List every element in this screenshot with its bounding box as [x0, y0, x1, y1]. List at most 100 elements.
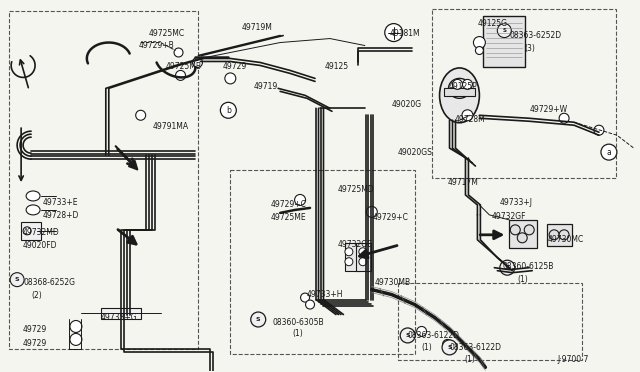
Text: 49732MD: 49732MD	[23, 228, 60, 237]
Circle shape	[517, 233, 527, 243]
Circle shape	[601, 144, 617, 160]
Circle shape	[559, 113, 569, 123]
Text: 49729+C: 49729+C	[270, 200, 306, 209]
Circle shape	[193, 58, 202, 67]
Circle shape	[385, 23, 403, 42]
Circle shape	[305, 300, 314, 309]
Text: (1): (1)	[465, 355, 476, 364]
Text: 08363-6252D: 08363-6252D	[509, 31, 561, 39]
Text: 49125G: 49125G	[477, 19, 508, 28]
Text: 49729: 49729	[23, 326, 47, 334]
Circle shape	[301, 293, 310, 302]
Text: 49732GE: 49732GE	[338, 240, 373, 249]
Circle shape	[175, 70, 186, 80]
Circle shape	[220, 102, 236, 118]
Circle shape	[559, 230, 569, 240]
Circle shape	[225, 73, 236, 84]
Bar	[444, 89, 476, 96]
Circle shape	[366, 206, 378, 217]
Text: 49728M: 49728M	[454, 115, 485, 124]
Text: 49719M: 49719M	[241, 23, 272, 32]
Text: 49791MA: 49791MA	[152, 122, 189, 131]
Text: 49725MC: 49725MC	[148, 29, 185, 38]
Text: S: S	[15, 277, 19, 282]
Text: 49733+H: 49733+H	[307, 290, 344, 299]
Text: 49725MB: 49725MB	[166, 62, 202, 71]
Text: 49730MC: 49730MC	[547, 235, 584, 244]
Text: 49733+G: 49733+G	[101, 312, 138, 321]
Circle shape	[510, 225, 520, 235]
Circle shape	[462, 110, 473, 121]
Ellipse shape	[26, 191, 40, 201]
Text: 49125P: 49125P	[449, 82, 477, 92]
Bar	[547, 224, 572, 246]
Text: (1): (1)	[517, 275, 528, 284]
Bar	[509, 220, 537, 248]
Text: (1): (1)	[422, 343, 433, 352]
Text: 49719: 49719	[253, 82, 278, 92]
Circle shape	[136, 110, 146, 120]
Text: S: S	[505, 265, 509, 270]
Circle shape	[594, 125, 604, 135]
Text: 49730MB: 49730MB	[375, 278, 411, 287]
Circle shape	[359, 248, 367, 256]
Circle shape	[497, 23, 511, 38]
Bar	[483, 16, 525, 67]
Text: (3): (3)	[524, 44, 535, 52]
Text: 08368-6252G: 08368-6252G	[23, 278, 75, 287]
Text: 49181M: 49181M	[390, 29, 420, 38]
Circle shape	[400, 328, 415, 343]
Text: 49729+B: 49729+B	[139, 41, 175, 49]
Circle shape	[359, 258, 367, 266]
Circle shape	[70, 321, 82, 333]
Circle shape	[549, 230, 559, 240]
Bar	[101, 308, 141, 320]
Circle shape	[10, 273, 24, 286]
Text: 49733+E: 49733+E	[43, 198, 79, 207]
Text: S: S	[256, 317, 260, 322]
Text: 08363-6122D: 08363-6122D	[449, 343, 502, 352]
Bar	[9, 11, 198, 349]
Text: b: b	[226, 106, 231, 115]
Text: 49729+C: 49729+C	[373, 213, 409, 222]
Circle shape	[345, 248, 353, 256]
Circle shape	[476, 46, 483, 54]
Bar	[397, 283, 582, 360]
Text: 49733+J: 49733+J	[499, 198, 532, 207]
Text: S: S	[502, 28, 506, 33]
Ellipse shape	[440, 68, 479, 123]
Bar	[230, 170, 415, 355]
Circle shape	[345, 258, 353, 266]
Text: 49125: 49125	[325, 62, 349, 71]
Circle shape	[442, 339, 452, 349]
Bar	[431, 9, 616, 178]
Circle shape	[463, 79, 472, 89]
Text: 49020FD: 49020FD	[23, 241, 58, 250]
Text: (2): (2)	[31, 291, 42, 299]
Ellipse shape	[26, 205, 40, 215]
Text: 49725ME: 49725ME	[270, 213, 306, 222]
Text: 49729+W: 49729+W	[529, 105, 567, 114]
Circle shape	[70, 333, 82, 346]
Circle shape	[524, 225, 534, 235]
Text: 49729: 49729	[23, 339, 47, 349]
Circle shape	[417, 327, 427, 336]
Circle shape	[452, 79, 463, 89]
Circle shape	[251, 312, 266, 327]
Circle shape	[500, 260, 515, 275]
Bar	[21, 222, 41, 240]
Ellipse shape	[449, 78, 470, 98]
Circle shape	[294, 195, 305, 205]
Text: 08360-6125B: 08360-6125B	[502, 262, 554, 271]
Text: 49020GS: 49020GS	[397, 148, 433, 157]
Text: S: S	[405, 333, 410, 338]
Text: S: S	[447, 345, 452, 350]
Circle shape	[23, 227, 31, 235]
Text: 49732GF: 49732GF	[492, 212, 526, 221]
Text: 49728+D: 49728+D	[43, 211, 79, 220]
Text: 49020G: 49020G	[392, 100, 422, 109]
Text: 49725MD: 49725MD	[338, 185, 374, 194]
Bar	[356, 243, 371, 271]
Circle shape	[442, 340, 457, 355]
Text: (1): (1)	[292, 330, 303, 339]
